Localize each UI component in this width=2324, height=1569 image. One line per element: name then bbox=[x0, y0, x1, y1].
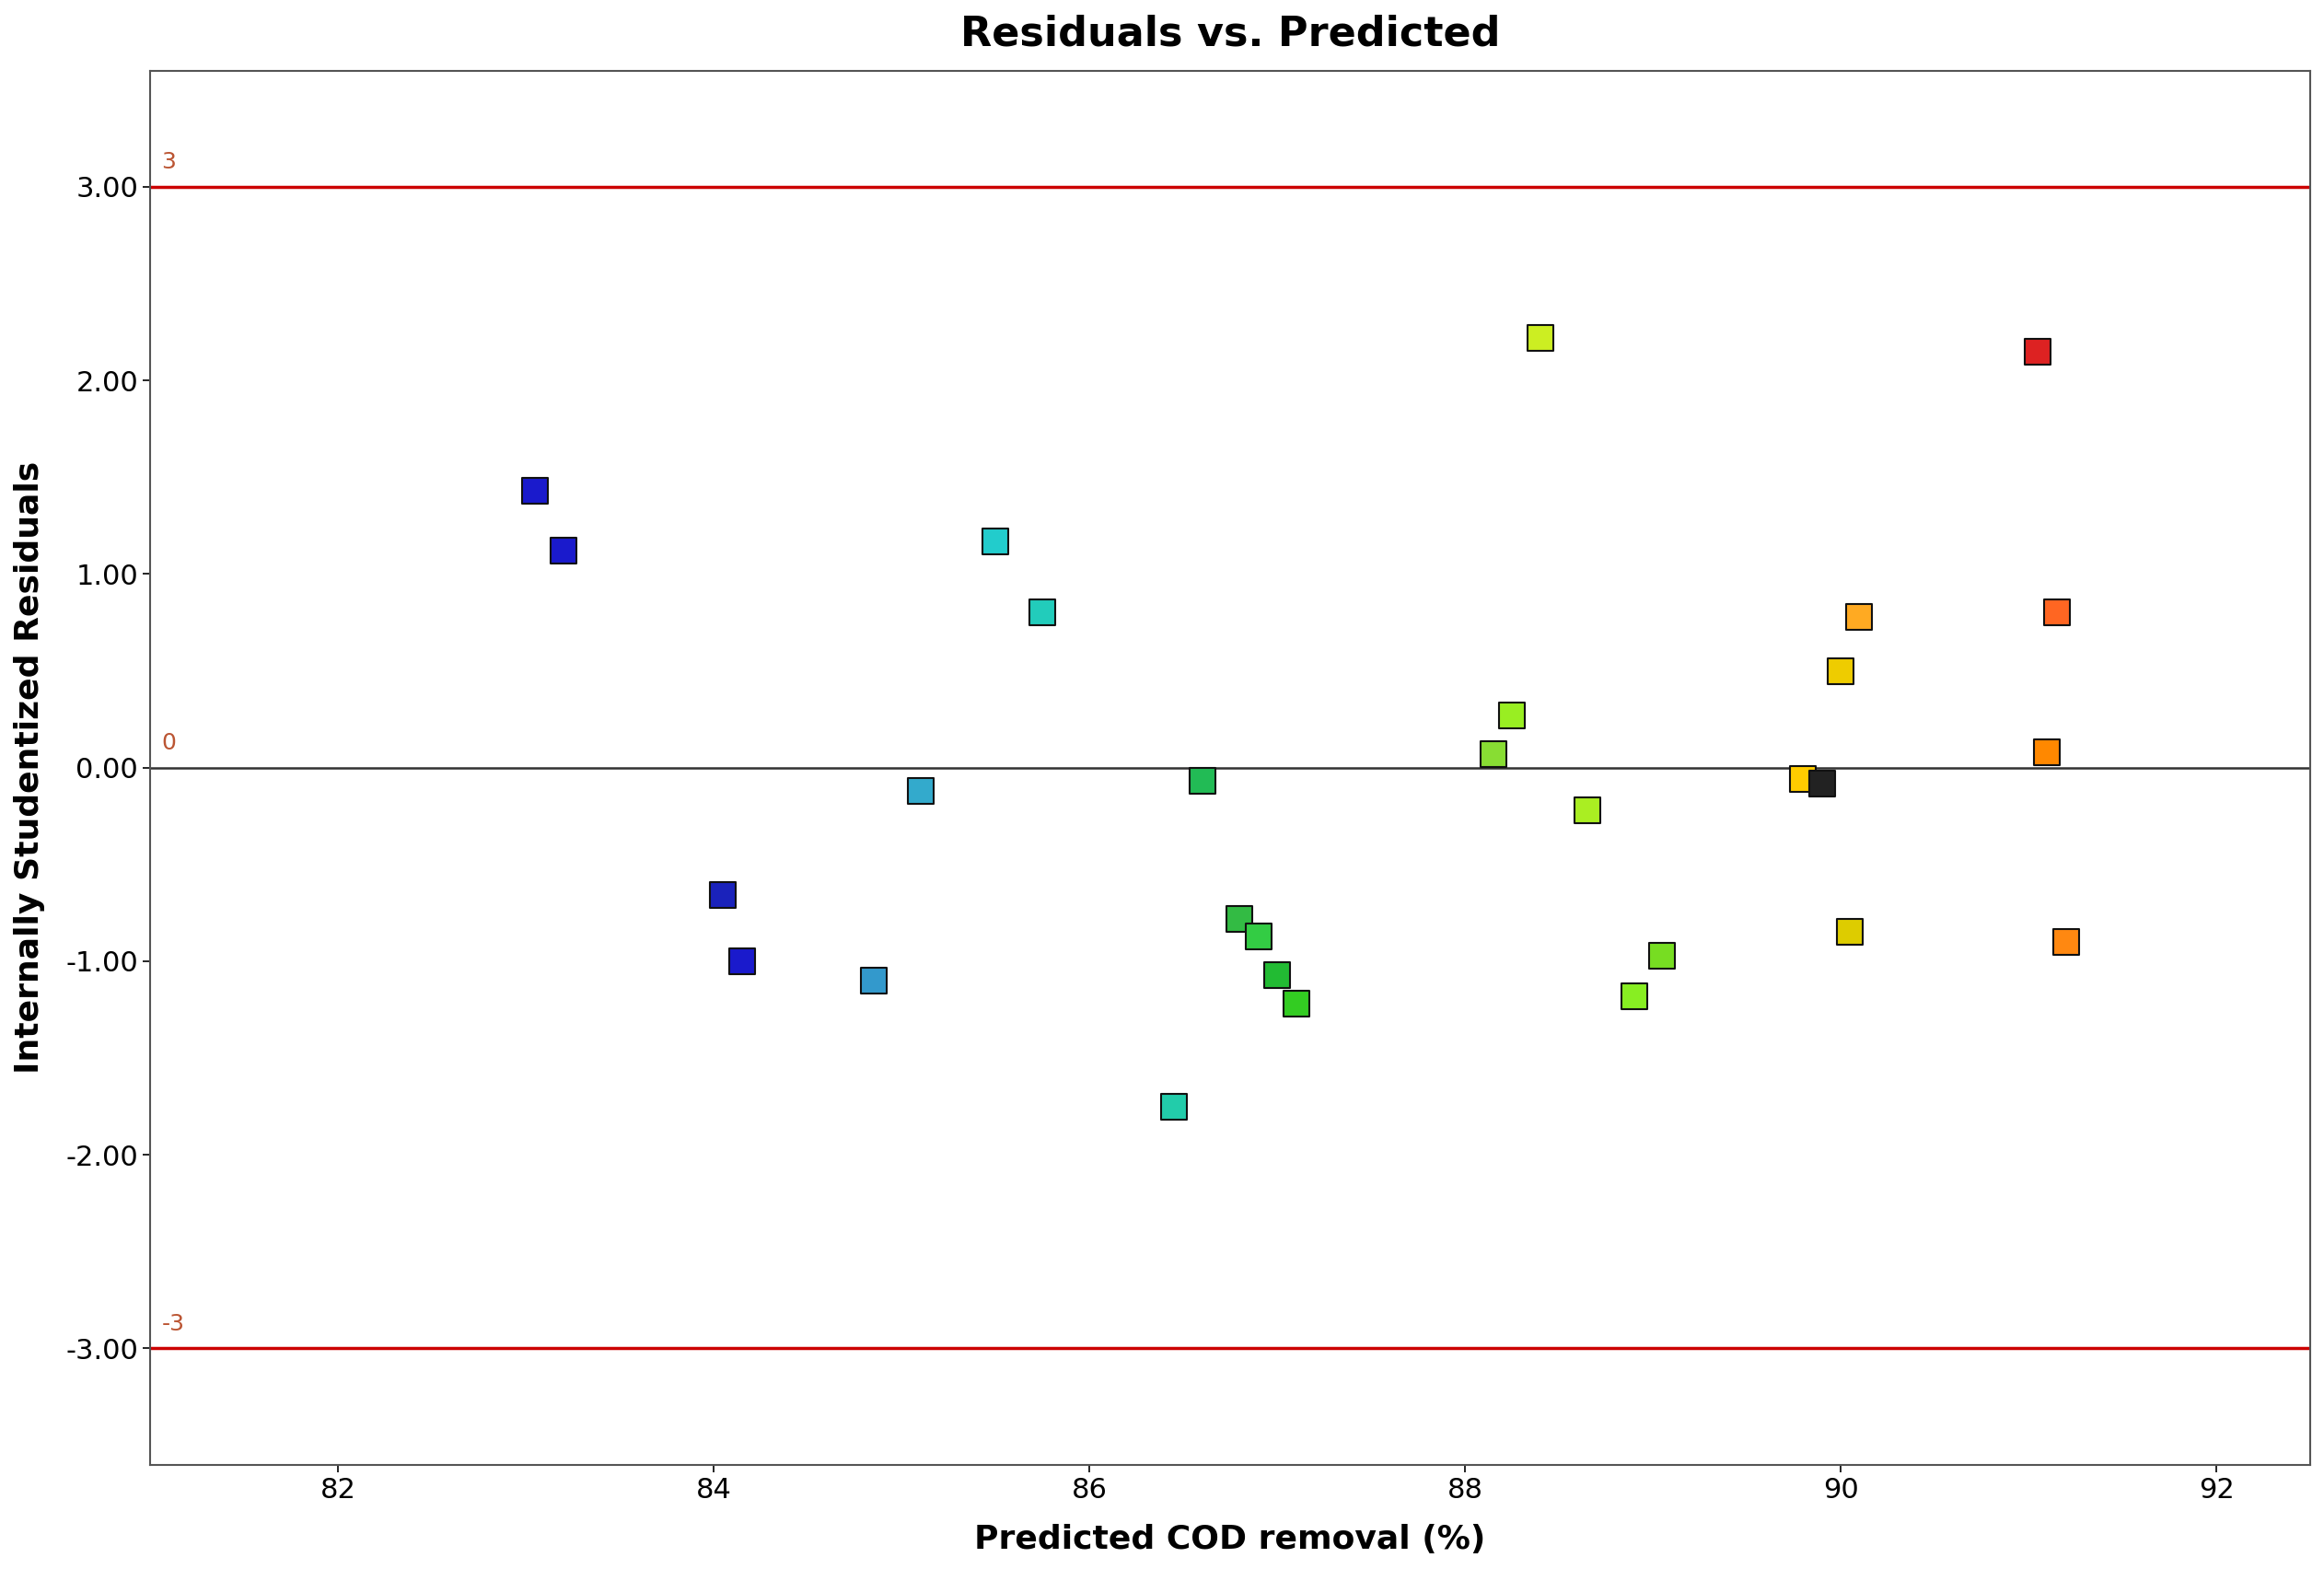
Y-axis label: Internally Studentized Residuals: Internally Studentized Residuals bbox=[14, 461, 44, 1073]
Point bbox=[2020, 339, 2057, 364]
Point bbox=[1643, 943, 1680, 968]
Point bbox=[976, 529, 1013, 554]
Point bbox=[2038, 601, 2075, 626]
Point bbox=[1025, 601, 1062, 626]
Point bbox=[1260, 962, 1297, 987]
X-axis label: Predicted COD removal (%): Predicted COD removal (%) bbox=[974, 1523, 1485, 1555]
Point bbox=[902, 778, 939, 803]
Title: Residuals vs. Predicted: Residuals vs. Predicted bbox=[960, 14, 1501, 53]
Point bbox=[1841, 604, 1878, 629]
Point bbox=[1803, 770, 1841, 795]
Point bbox=[1278, 992, 1315, 1017]
Text: 3: 3 bbox=[163, 151, 177, 173]
Point bbox=[516, 479, 553, 504]
Point bbox=[704, 883, 741, 908]
Point bbox=[1494, 703, 1532, 728]
Point bbox=[1183, 769, 1220, 794]
Point bbox=[1785, 767, 1822, 792]
Point bbox=[544, 538, 581, 563]
Point bbox=[2029, 739, 2066, 764]
Point bbox=[1220, 905, 1257, 930]
Point bbox=[1615, 984, 1652, 1009]
Point bbox=[723, 949, 760, 974]
Point bbox=[1831, 919, 1868, 945]
Text: 0: 0 bbox=[163, 733, 177, 755]
Point bbox=[1155, 1094, 1192, 1119]
Point bbox=[1476, 742, 1513, 767]
Point bbox=[1822, 659, 1859, 684]
Point bbox=[1569, 797, 1606, 822]
Point bbox=[1239, 924, 1276, 949]
Point bbox=[855, 968, 892, 993]
Point bbox=[1522, 325, 1559, 350]
Text: -3: -3 bbox=[163, 1313, 184, 1335]
Point bbox=[2047, 929, 2085, 954]
